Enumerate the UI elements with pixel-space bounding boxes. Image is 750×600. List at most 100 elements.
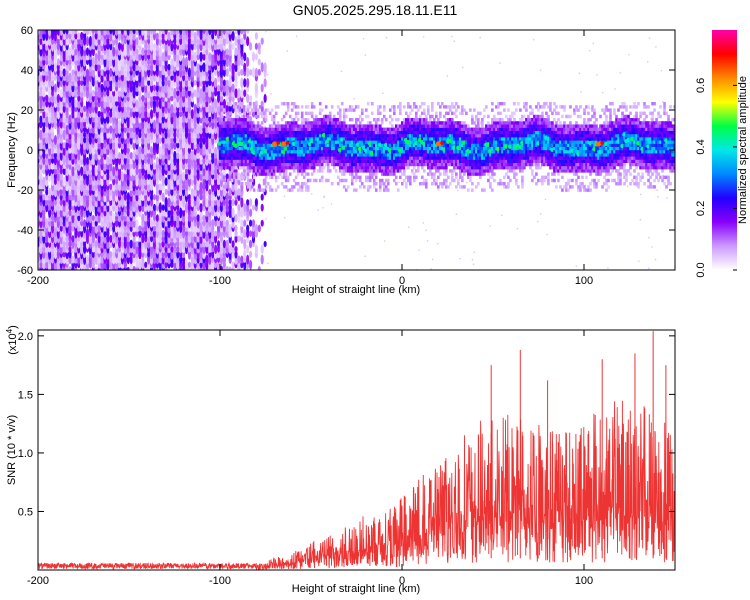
- spectrogram-cell: [385, 36, 388, 39]
- spectrogram-cell: [374, 175, 378, 179]
- spectrogram-cell: [39, 229, 43, 239]
- spectrogram-cell: [226, 143, 230, 147]
- spectrogram-cell: [85, 30, 90, 36]
- spectrogram-cell: [164, 197, 168, 208]
- spectrogram-cell: [274, 178, 278, 183]
- spectrogram-cell: [187, 229, 192, 238]
- spectrogram-cell: [244, 166, 248, 170]
- spectrogram-cell: [380, 178, 384, 183]
- spectrogram-cell: [225, 37, 229, 45]
- spectrogram-cell: [246, 124, 250, 128]
- spectrogram-cell: [246, 137, 250, 141]
- spectrogram-cell: [222, 175, 226, 179]
- spectrogram-cell: [256, 162, 260, 167]
- spectrogram-cell: [256, 156, 260, 160]
- spectrogram-cell: [182, 56, 186, 68]
- spectrogram-cell: [248, 153, 252, 157]
- spectrogram-cell: [264, 153, 268, 157]
- spectrogram-cell: [252, 153, 256, 157]
- spectrogram-cell: [115, 105, 119, 113]
- spectrogram-cell: [94, 58, 98, 66]
- spectrogram-cell: [310, 172, 314, 176]
- spectrogram-cell: [360, 118, 364, 122]
- spectrogram-cell: [350, 178, 354, 183]
- spectrogram-cell: [214, 198, 218, 206]
- spectrogram-cell: [216, 32, 221, 40]
- spectrogram-cell: [193, 89, 197, 98]
- spectrogram-cell: [266, 137, 270, 141]
- spectrogram-cell: [117, 245, 122, 253]
- spectrogram-cell: [386, 182, 390, 186]
- spectrogram-cell: [516, 227, 519, 230]
- spectrogram-cell: [216, 197, 221, 208]
- spectrogram-cell: [138, 48, 142, 55]
- spectrogram-cell: [59, 204, 63, 211]
- spectrogram-cell: [132, 265, 136, 270]
- spectrogram-cell: [138, 239, 142, 249]
- spectrogram-cell: [244, 121, 248, 125]
- spectrogram-cell: [85, 58, 90, 66]
- spectrogram-cell: [182, 115, 186, 123]
- spectrogram-cell: [250, 140, 254, 144]
- spectrogram-cell: [257, 266, 261, 270]
- spectrogram-cell: [260, 111, 264, 115]
- spectrogram-cell: [74, 109, 78, 119]
- spectrogram-cell: [330, 105, 334, 109]
- spectrogram-cell: [266, 172, 270, 176]
- spectrogram-cell: [112, 177, 116, 186]
- spectrogram-cell: [62, 198, 66, 207]
- spectrogram-cell: [123, 125, 127, 134]
- spectrogram-cell: [120, 30, 125, 35]
- spectrogram-cell: [56, 30, 60, 36]
- spectrogram-cell: [225, 48, 229, 55]
- spectrogram-cell: [300, 105, 304, 109]
- spectrogram-cell: [152, 58, 157, 66]
- spectrogram-cell: [308, 178, 312, 183]
- spectrogram-cell: [100, 156, 104, 165]
- spectrogram-cell: [268, 137, 272, 141]
- spectrogram-cell: [117, 30, 122, 35]
- spectrogram-cell: [109, 79, 113, 87]
- spectrogram-cell: [152, 99, 157, 108]
- spectrogram-cell: [256, 143, 260, 147]
- spectrogram-cell: [202, 162, 206, 170]
- spectrogram-cell: [135, 43, 139, 50]
- spectrogram-cell: [268, 124, 272, 128]
- spectrogram-cell: [62, 188, 66, 196]
- spectrogram-cell: [256, 159, 260, 163]
- spectrogram-cell: [246, 182, 250, 186]
- spectrogram-cell: [164, 261, 168, 269]
- spectrogram-cell: [278, 172, 282, 176]
- spectrogram-cell: [135, 69, 139, 76]
- spectrogram-cell: [242, 108, 246, 112]
- spectrogram-cell: [91, 30, 95, 35]
- spectrogram-cell: [461, 66, 464, 69]
- spectrogram-cell: [222, 108, 226, 112]
- spectrogram-cell: [242, 127, 246, 131]
- spectrogram-cell: [254, 198, 258, 207]
- spectrogram-cell: [536, 220, 539, 223]
- spectrogram-cell: [266, 108, 270, 112]
- spectrogram-cell: [135, 30, 139, 36]
- spectrogram-cell: [62, 240, 66, 248]
- spectrogram-cell: [228, 156, 232, 160]
- spectrogram-cell: [77, 79, 81, 87]
- spectrogram-cell: [246, 166, 250, 170]
- spectrogram-cell: [264, 166, 268, 170]
- spectrogram-cell: [248, 105, 252, 109]
- spectrogram-cell: [364, 54, 367, 56]
- spectrogram-cell: [234, 127, 238, 131]
- spectrogram-cell: [234, 162, 238, 167]
- spectrogram-cell: [654, 258, 657, 261]
- spectrogram-cell: [115, 88, 119, 98]
- spectrogram-cell: [132, 192, 136, 202]
- spectrogram-cell: [190, 136, 194, 144]
- spectrogram-cell: [193, 79, 197, 86]
- spectrogram-cell: [252, 140, 256, 144]
- spectrogram-cell: [208, 63, 212, 71]
- spectrogram-cell: [103, 89, 107, 97]
- spectrogram-cell: [270, 153, 274, 157]
- spectrogram-cell: [216, 93, 221, 104]
- spectrogram-cell: [219, 38, 224, 45]
- spectrogram-cell: [226, 162, 230, 167]
